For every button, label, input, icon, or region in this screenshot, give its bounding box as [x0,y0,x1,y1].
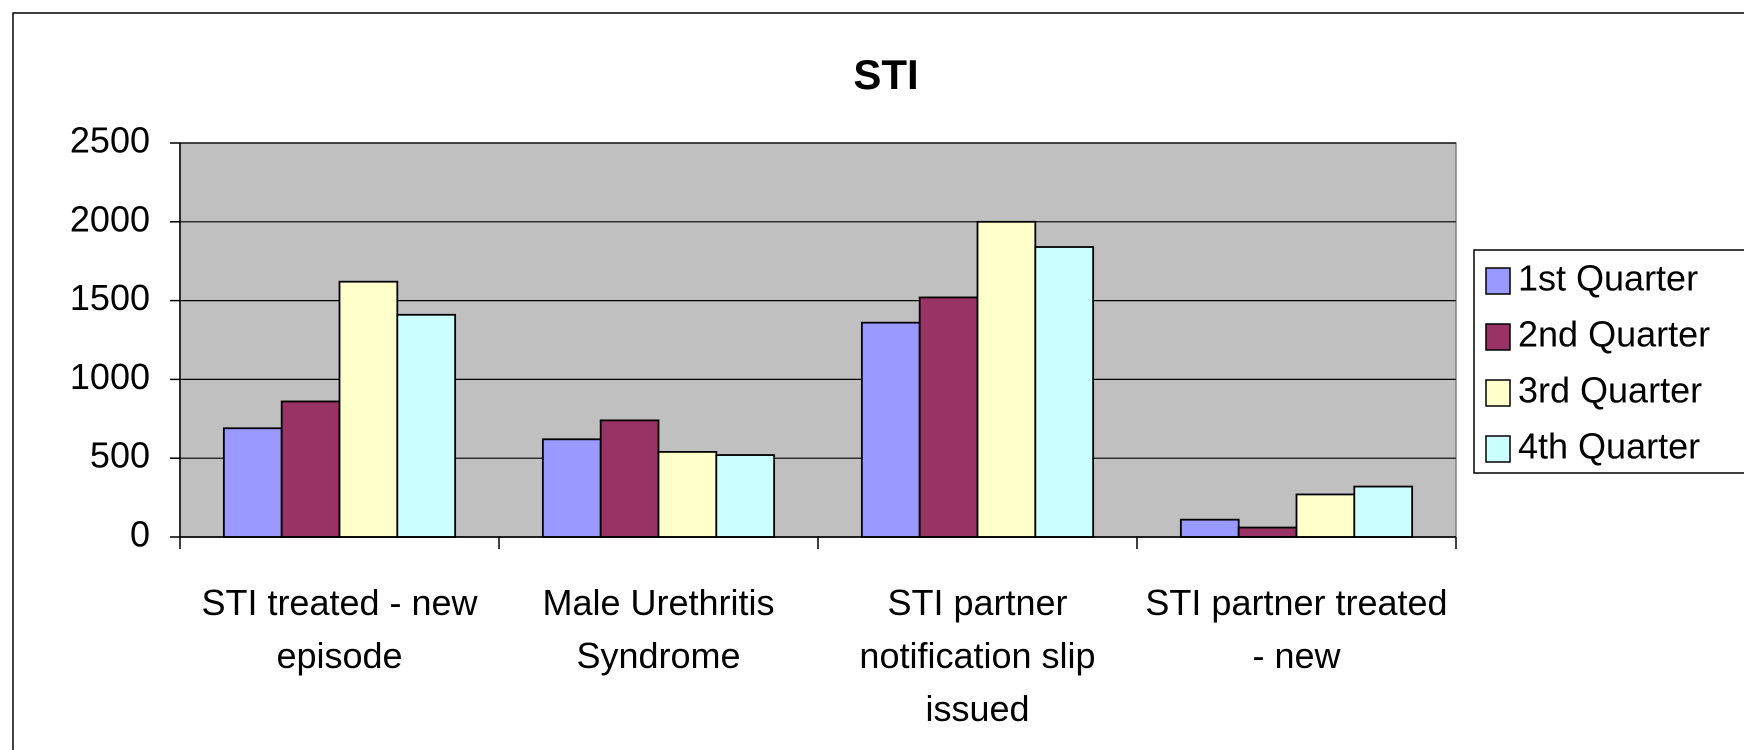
bar [222,427,283,538]
legend-label: 3rd Quarter [1518,370,1702,411]
x-tick-label: STI partner treated - new [1145,582,1447,676]
x-tick-label-line: STI partner [887,582,1067,623]
bar [1295,493,1356,538]
bar [338,280,399,538]
y-tick-label: 0 [130,514,150,555]
legend-box [1473,249,1744,474]
x-tick-label-line: notification slip [859,635,1095,676]
x-tick-label-line: STI treated - new [201,582,478,623]
legend-label: 2nd Quarter [1518,314,1710,355]
x-tick-label: Male Urethritis Syndrome [542,582,774,676]
x-tick-label-line: issued [925,688,1029,729]
legend-swatch [1485,379,1511,407]
legend-swatch [1485,323,1511,351]
bar [657,450,718,538]
bar [1179,518,1240,538]
x-tick-label: STI treated - new episode [201,582,478,676]
legend-label: 4th Quarter [1518,426,1700,467]
legend-swatch [1485,435,1511,463]
legend-label: 1st Quarter [1518,258,1698,299]
x-tick-label-line: Male Urethritis [542,582,774,623]
bar [541,438,602,538]
legend-swatch [1485,267,1511,295]
x-tick-label-line: STI partner treated [1145,582,1447,623]
bar [396,313,457,538]
bar [976,220,1037,538]
y-tick-label: 1500 [70,277,150,318]
x-tick-label-line: - new [1252,635,1341,676]
x-tick-label: STI partner notification slip issued [859,582,1095,729]
bar [599,419,660,538]
y-tick-label: 1000 [70,356,150,397]
x-tick-label-line: episode [276,635,402,676]
bar [280,400,341,538]
bar [1237,526,1298,538]
y-tick-label: 2500 [70,120,150,161]
bar [1034,246,1095,538]
bar [860,321,921,538]
y-tick-label: 500 [90,435,150,476]
chart-title: STI [853,51,918,98]
y-tick-label: 2000 [70,198,150,239]
x-tick-label-line: Syndrome [576,635,740,676]
bar [918,296,979,538]
bar [715,454,776,538]
bar [1353,485,1414,538]
